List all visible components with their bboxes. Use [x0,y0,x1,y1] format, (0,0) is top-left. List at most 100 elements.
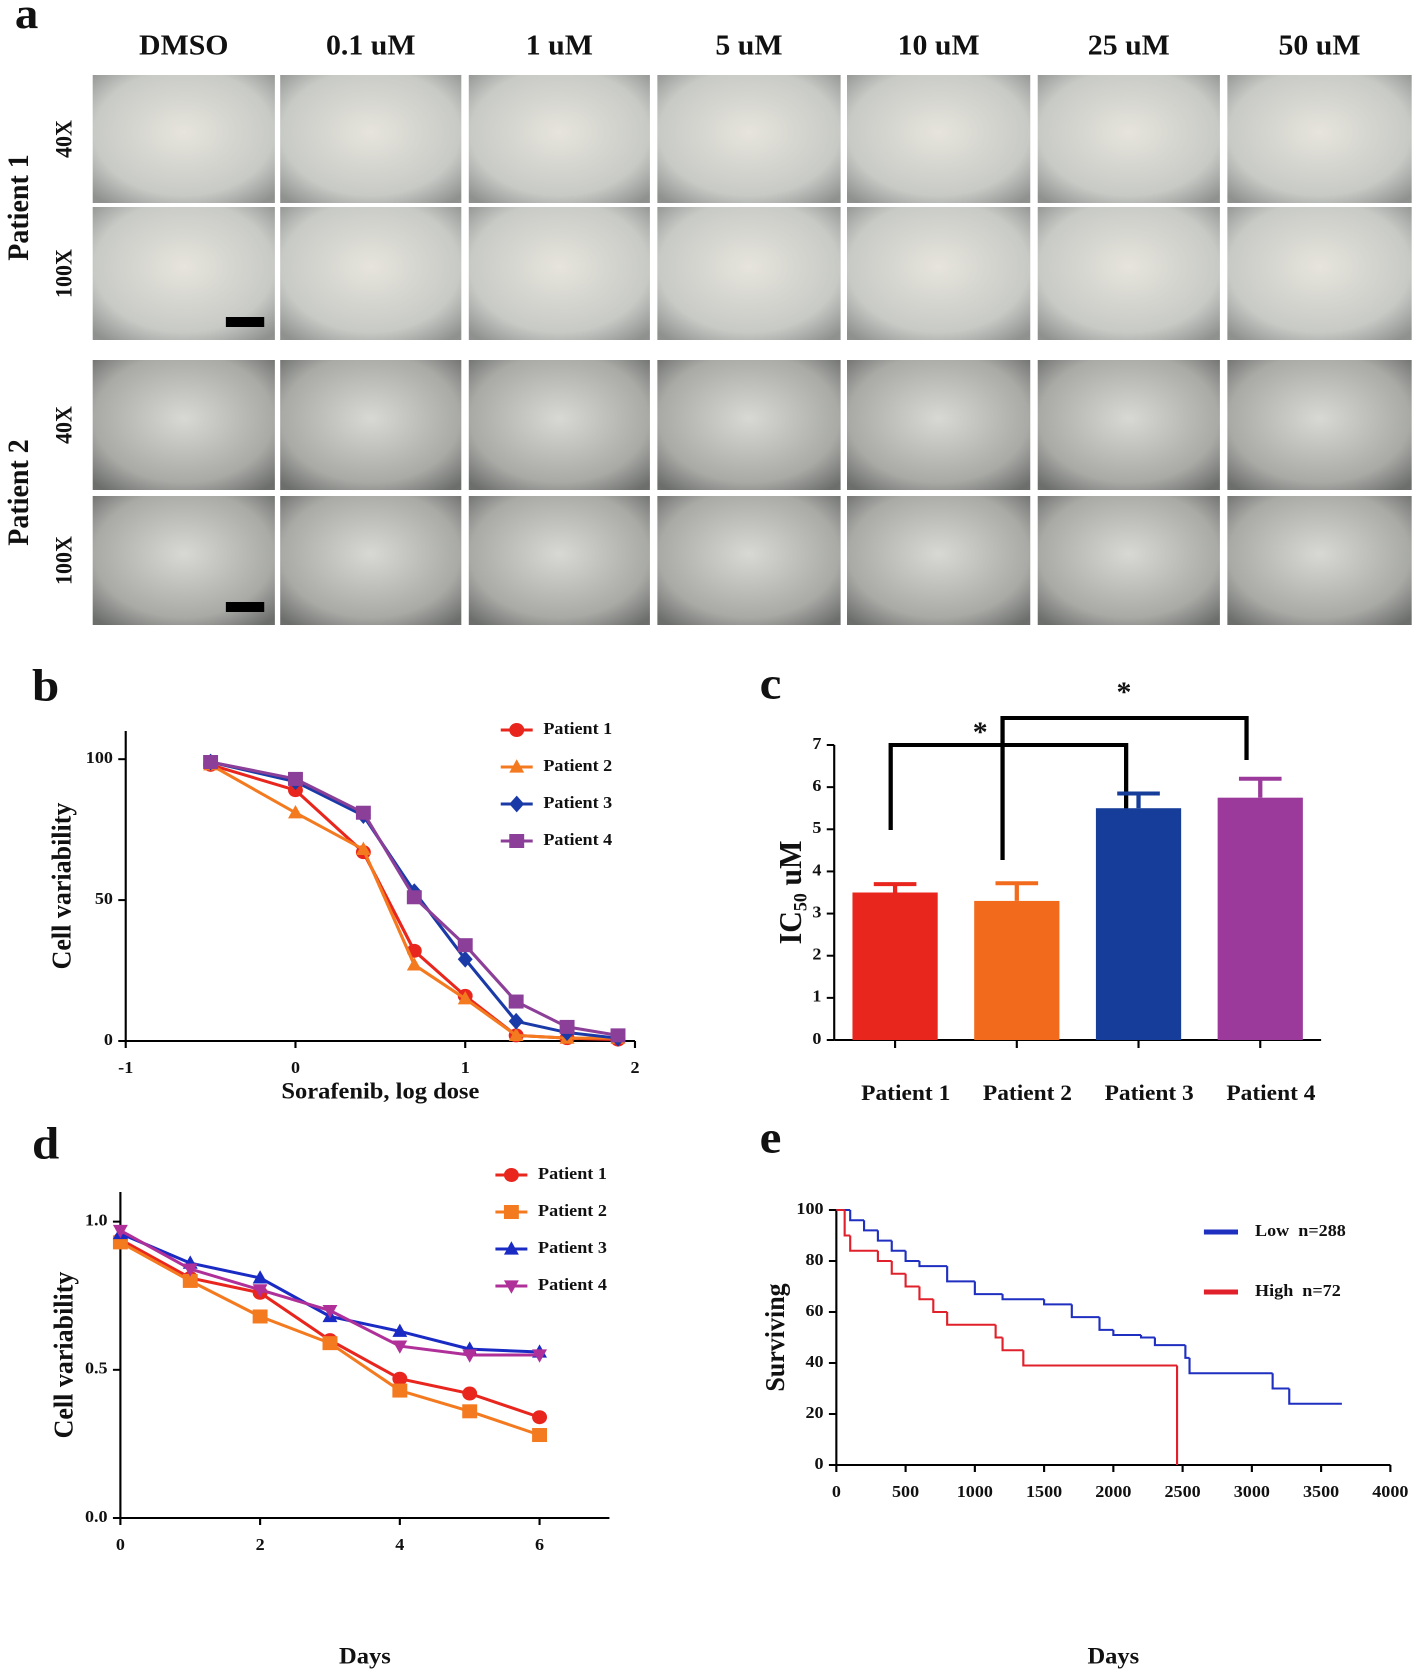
y-tick-label: 6 [812,776,821,795]
bracket [888,743,1129,830]
survival-step [1188,1357,1273,1375]
legend-label: Patient 3 [543,792,612,811]
survival-step [918,1261,948,1268]
x-tick-label: 3500 [1303,1481,1339,1500]
marker [457,950,473,968]
micrograph [468,496,650,625]
micrograph [847,496,1031,625]
y-tick-label: 1 [812,986,821,1005]
survival-step [1001,1294,1045,1301]
x-tick-label: 2 [256,1534,265,1553]
micrograph [468,207,650,340]
x-tick-label: Patient 3 [1105,1081,1194,1105]
survival-step [1070,1304,1100,1319]
marker [508,1027,524,1041]
micrograph [468,360,650,490]
legend-label: Patient 3 [538,1237,607,1256]
survival-step [849,1235,878,1252]
marker [392,1383,408,1398]
survival-step [973,1281,1003,1296]
legend-label: Low n=288 [1255,1220,1346,1239]
survival-step [946,1312,996,1326]
micrograph [1037,75,1220,203]
row-patient: Patient 2 [2,439,35,546]
panel-label: e [760,1113,782,1163]
survival-step [1112,1329,1142,1336]
column-header: 1 uM [526,30,593,61]
marker [406,957,422,971]
survival-step [1098,1317,1114,1331]
survival-step [1153,1337,1186,1347]
y-tick-label: 2 [812,944,821,963]
marker [252,1270,268,1284]
marker [252,1284,268,1298]
marker [322,1304,338,1319]
series-line [210,760,619,1040]
error-bar [1117,791,1160,809]
y-tick-label: 0 [104,1029,113,1048]
marker [559,1019,575,1034]
legend-label: Patient 4 [538,1274,607,1293]
micrograph [1037,496,1220,625]
micrograph [657,207,841,340]
error-bar [1238,776,1282,798]
y-tick-label: 5 [812,818,821,837]
micrograph [847,207,1031,340]
marker [462,1349,478,1363]
x-tick-label: -1 [118,1057,133,1076]
y-axis-label: IC50 uM [772,841,812,945]
survival-step [918,1286,934,1301]
marker [508,994,524,1009]
x-axis-label: Days [1087,1644,1139,1669]
column-header: 50 uM [1279,30,1361,61]
marker [288,771,303,786]
y-axis-label: Surviving [759,1283,790,1392]
y-tick-label: 40 [805,1351,823,1370]
micrograph [1227,207,1412,340]
y-tick-label: 100 [86,748,113,767]
micrograph [847,360,1031,490]
y-tick-label: 60 [805,1300,823,1319]
survival-step [932,1299,948,1313]
marker [509,759,525,773]
x-tick-label: 500 [892,1481,919,1500]
significance: * [1117,677,1132,708]
bar [1217,797,1303,1040]
legend-label: Patient 1 [538,1163,607,1182]
marker [112,1224,128,1239]
survival-step [876,1250,892,1262]
x-tick-label: 1500 [1026,1481,1062,1500]
x-tick-label: 4 [395,1534,404,1553]
marker [503,1205,519,1219]
survival-step [946,1266,975,1283]
marker [532,1410,548,1425]
marker [508,1012,524,1030]
marker [457,938,473,953]
y-tick-label: 0.0 [85,1506,108,1525]
marker [406,890,422,905]
x-tick-label: Patient 2 [983,1081,1072,1105]
marker [182,1273,198,1288]
y-tick-label: 100 [796,1198,823,1217]
x-tick-label: 4000 [1372,1481,1408,1500]
y-tick-label: 0 [815,1453,824,1472]
legend-label: Patient 4 [543,829,612,848]
marker [503,1241,519,1255]
survival-step [862,1220,878,1232]
micrograph [1037,207,1220,340]
marker [322,1336,338,1351]
column-header: 0.1 uM [326,30,415,61]
error-bar [873,882,917,893]
marker [355,841,371,855]
marker [392,1371,408,1386]
survival-step [994,1324,1003,1339]
micrograph [657,75,841,203]
survival-step [1184,1345,1190,1359]
survival-step [904,1273,920,1288]
x-tick-label: 3000 [1234,1481,1270,1500]
micrograph [1227,496,1412,625]
survival-step [1022,1350,1178,1367]
micrograph [1037,360,1220,490]
x-tick-label: Patient 4 [1226,1081,1315,1105]
